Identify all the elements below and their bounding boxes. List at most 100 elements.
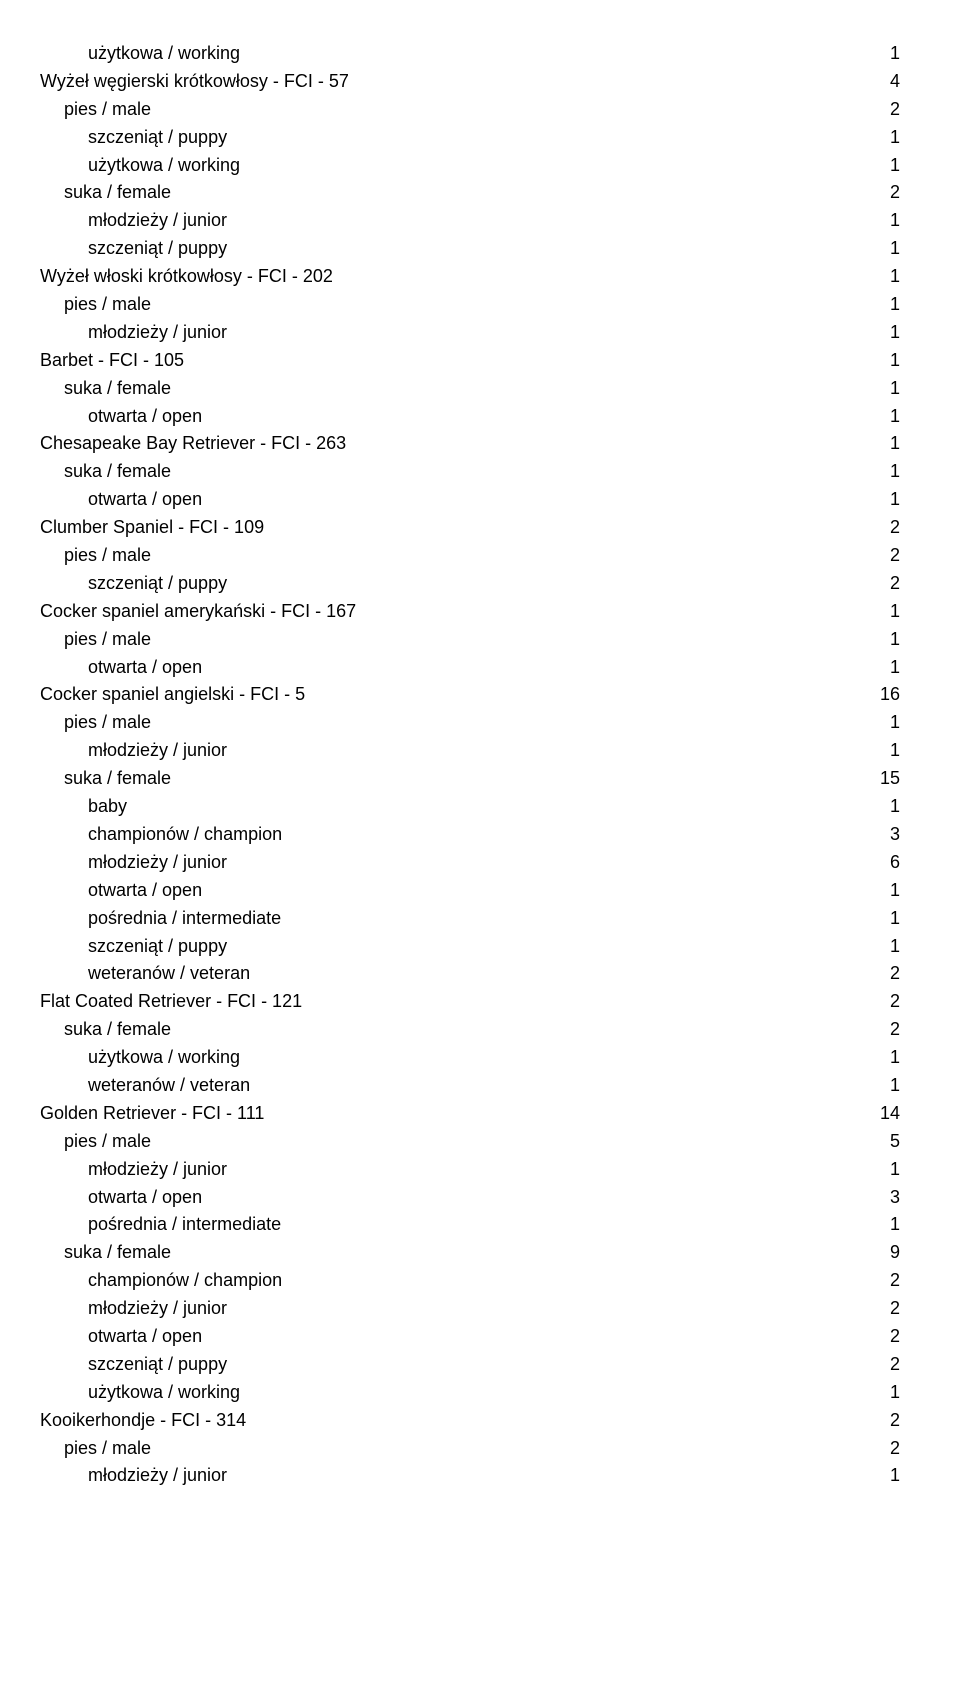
row-label: suka / female <box>64 458 860 486</box>
row-count: 2 <box>860 570 900 598</box>
list-row: otwarta / open3 <box>40 1184 900 1212</box>
row-count: 16 <box>860 681 900 709</box>
list-row: pies / male2 <box>40 96 900 124</box>
row-count: 1 <box>860 486 900 514</box>
row-label: młodzieży / junior <box>88 849 860 877</box>
row-label: pośrednia / intermediate <box>88 905 860 933</box>
row-count: 2 <box>860 1295 900 1323</box>
row-label: Cocker spaniel angielski - FCI - 5 <box>40 681 860 709</box>
list-row: użytkowa / working1 <box>40 1379 900 1407</box>
list-row: szczeniąt / puppy2 <box>40 570 900 598</box>
row-label: użytkowa / working <box>88 152 860 180</box>
row-count: 1 <box>860 905 900 933</box>
list-row: młodzieży / junior1 <box>40 207 900 235</box>
row-label: otwarta / open <box>88 1184 860 1212</box>
row-count: 1 <box>860 291 900 319</box>
list-row: Cocker spaniel angielski - FCI - 516 <box>40 681 900 709</box>
list-row: pies / male1 <box>40 709 900 737</box>
row-count: 1 <box>860 319 900 347</box>
row-label: otwarta / open <box>88 403 860 431</box>
list-row: otwarta / open1 <box>40 403 900 431</box>
row-count: 1 <box>860 1044 900 1072</box>
row-label: pies / male <box>64 542 860 570</box>
list-row: pies / male2 <box>40 542 900 570</box>
row-count: 1 <box>860 235 900 263</box>
row-label: otwarta / open <box>88 1323 860 1351</box>
row-label: szczeniąt / puppy <box>88 1351 860 1379</box>
row-count: 1 <box>860 1379 900 1407</box>
row-count: 2 <box>860 96 900 124</box>
row-count: 1 <box>860 207 900 235</box>
row-label: suka / female <box>64 1016 860 1044</box>
row-count: 1 <box>860 1462 900 1490</box>
list-row: użytkowa / working1 <box>40 1044 900 1072</box>
row-label: młodzieży / junior <box>88 737 860 765</box>
list-row: szczeniąt / puppy2 <box>40 1351 900 1379</box>
row-count: 1 <box>860 1072 900 1100</box>
list-row: otwarta / open1 <box>40 877 900 905</box>
row-label: pies / male <box>64 1128 860 1156</box>
row-count: 1 <box>860 40 900 68</box>
row-count: 1 <box>860 737 900 765</box>
row-label: Kooikerhondje - FCI - 314 <box>40 1407 860 1435</box>
breed-statistics-list: użytkowa / working1Wyżeł węgierski krótk… <box>40 40 900 1490</box>
row-count: 1 <box>860 403 900 431</box>
list-row: użytkowa / working1 <box>40 152 900 180</box>
list-row: szczeniąt / puppy1 <box>40 933 900 961</box>
list-row: suka / female2 <box>40 179 900 207</box>
row-label: weteranów / veteran <box>88 960 860 988</box>
list-row: młodzieży / junior6 <box>40 849 900 877</box>
row-label: Cocker spaniel amerykański - FCI - 167 <box>40 598 860 626</box>
row-label: otwarta / open <box>88 486 860 514</box>
row-count: 1 <box>860 654 900 682</box>
row-label: Flat Coated Retriever - FCI - 121 <box>40 988 860 1016</box>
list-row: Wyżeł włoski krótkowłosy - FCI - 2021 <box>40 263 900 291</box>
row-label: młodzieży / junior <box>88 1462 860 1490</box>
row-label: pies / male <box>64 626 860 654</box>
row-label: pies / male <box>64 709 860 737</box>
list-row: otwarta / open2 <box>40 1323 900 1351</box>
row-count: 1 <box>860 458 900 486</box>
row-label: użytkowa / working <box>88 1044 860 1072</box>
list-row: użytkowa / working1 <box>40 40 900 68</box>
list-row: Kooikerhondje - FCI - 3142 <box>40 1407 900 1435</box>
row-label: weteranów / veteran <box>88 1072 860 1100</box>
row-count: 2 <box>860 1435 900 1463</box>
row-count: 2 <box>860 988 900 1016</box>
row-label: Golden Retriever - FCI - 111 <box>40 1100 860 1128</box>
list-row: Chesapeake Bay Retriever - FCI - 2631 <box>40 430 900 458</box>
row-count: 3 <box>860 1184 900 1212</box>
row-count: 1 <box>860 124 900 152</box>
row-label: suka / female <box>64 765 860 793</box>
list-row: młodzieży / junior2 <box>40 1295 900 1323</box>
row-count: 1 <box>860 430 900 458</box>
list-row: Clumber Spaniel - FCI - 1092 <box>40 514 900 542</box>
row-count: 1 <box>860 1211 900 1239</box>
list-row: młodzieży / junior1 <box>40 319 900 347</box>
row-label: suka / female <box>64 179 860 207</box>
row-count: 2 <box>860 1267 900 1295</box>
row-count: 2 <box>860 514 900 542</box>
row-label: Clumber Spaniel - FCI - 109 <box>40 514 860 542</box>
row-count: 4 <box>860 68 900 96</box>
row-count: 1 <box>860 598 900 626</box>
row-label: Chesapeake Bay Retriever - FCI - 263 <box>40 430 860 458</box>
list-row: suka / female1 <box>40 458 900 486</box>
row-count: 1 <box>860 626 900 654</box>
list-row: otwarta / open1 <box>40 654 900 682</box>
row-count: 2 <box>860 542 900 570</box>
list-row: championów / champion3 <box>40 821 900 849</box>
row-label: użytkowa / working <box>88 40 860 68</box>
row-count: 3 <box>860 821 900 849</box>
list-row: szczeniąt / puppy1 <box>40 124 900 152</box>
row-count: 6 <box>860 849 900 877</box>
list-row: weteranów / veteran1 <box>40 1072 900 1100</box>
row-label: otwarta / open <box>88 654 860 682</box>
row-label: użytkowa / working <box>88 1379 860 1407</box>
row-count: 1 <box>860 877 900 905</box>
list-row: suka / female9 <box>40 1239 900 1267</box>
row-count: 2 <box>860 179 900 207</box>
list-row: pośrednia / intermediate1 <box>40 905 900 933</box>
row-label: pies / male <box>64 1435 860 1463</box>
row-label: Wyżeł włoski krótkowłosy - FCI - 202 <box>40 263 860 291</box>
